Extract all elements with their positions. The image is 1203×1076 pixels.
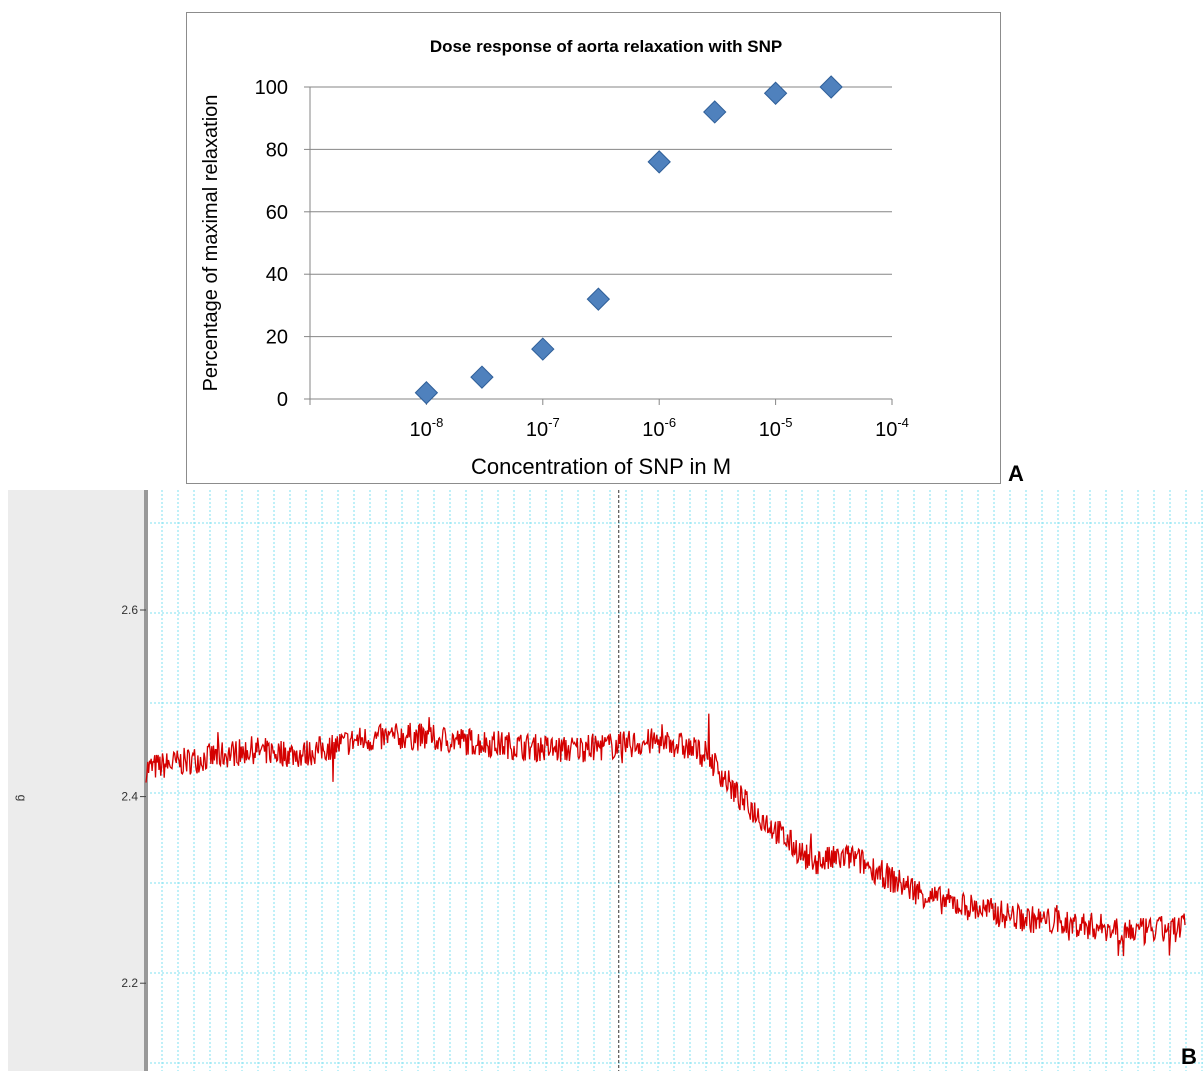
dose-response-svg: Dose response of aorta relaxation with S…: [186, 12, 1001, 484]
x-tick-label: 10-6: [642, 415, 676, 441]
y-tick-label: 2.2: [121, 976, 138, 990]
data-point: [647, 150, 671, 174]
x-tick-base: 10: [875, 419, 897, 441]
chart-frame: [186, 12, 1001, 484]
y-tick-label: 60: [266, 202, 288, 224]
y-tick-label: 0: [277, 389, 288, 411]
force-trace-chart: 2.6 2.4 2.2 g: [0, 490, 1203, 1071]
data-point: [531, 337, 555, 361]
y-tick-label: 20: [266, 327, 288, 349]
y-tick-label: 40: [266, 264, 288, 286]
x-tick-base: 10: [526, 419, 548, 441]
x-tick-exponent: -5: [781, 415, 793, 430]
x-tick-base: 10: [759, 419, 781, 441]
x-axis-title: Concentration of SNP in M: [471, 454, 731, 479]
data-point: [703, 100, 727, 124]
data-point: [470, 365, 494, 389]
x-tick-label: 10-8: [409, 415, 443, 441]
chart-title: Dose response of aorta relaxation with S…: [430, 37, 782, 56]
x-tick-exponent: -6: [665, 415, 677, 430]
force-trace-svg: 2.6 2.4 2.2 g: [8, 490, 1203, 1071]
axis-gutter: [8, 490, 146, 1071]
data-point: [586, 287, 611, 311]
dose-response-chart: Dose response of aorta relaxation with S…: [0, 0, 1203, 490]
y-tick-label: 2.4: [121, 790, 138, 804]
x-tick-label: 10-7: [526, 415, 560, 441]
y-tick-label: 2.6: [121, 603, 138, 617]
x-tick-exponent: -8: [432, 415, 444, 430]
x-tick-exponent: -4: [897, 415, 909, 430]
data-point: [414, 381, 439, 405]
y-axis-title: Percentage of maximal relaxation: [200, 95, 222, 392]
y-tick-label: 80: [266, 139, 288, 161]
data-point: [819, 75, 843, 99]
force-trace-line: [145, 713, 1186, 957]
y-tick-label: 100: [255, 77, 288, 99]
panel-label-a: A: [1008, 461, 1024, 486]
x-tick-label: 10-4: [875, 415, 909, 441]
data-point: [763, 81, 788, 105]
x-tick-label: 10-5: [759, 415, 793, 441]
panel-label-b: B: [1181, 1044, 1197, 1069]
y-axis-unit: g: [15, 795, 29, 802]
x-tick-base: 10: [409, 419, 431, 441]
x-tick-exponent: -7: [548, 415, 560, 430]
x-tick-base: 10: [642, 419, 664, 441]
